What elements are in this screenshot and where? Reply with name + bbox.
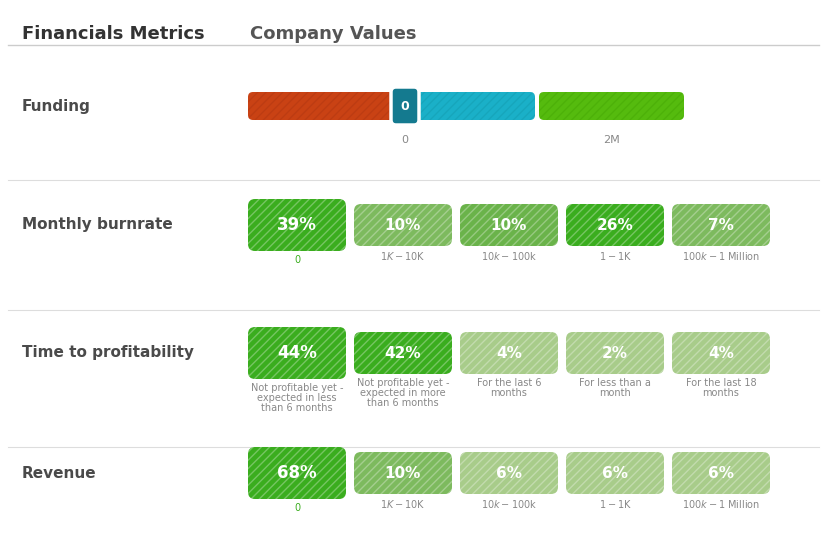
FancyBboxPatch shape — [672, 204, 770, 246]
Text: 44%: 44% — [277, 344, 317, 362]
Text: 2%: 2% — [602, 346, 628, 361]
Text: $10k-$100k: $10k-$100k — [480, 498, 538, 510]
Text: Not profitable yet -: Not profitable yet - — [356, 378, 449, 388]
Text: Revenue: Revenue — [22, 465, 97, 480]
FancyBboxPatch shape — [460, 452, 558, 494]
FancyBboxPatch shape — [566, 204, 664, 246]
Text: months: months — [490, 388, 528, 398]
FancyBboxPatch shape — [248, 199, 346, 251]
Text: $1K - $10K: $1K - $10K — [380, 250, 426, 262]
Text: For the last 6: For the last 6 — [476, 378, 541, 388]
Text: Monthly burnrate: Monthly burnrate — [22, 218, 173, 233]
Text: 0: 0 — [294, 255, 300, 265]
Text: than 6 months: than 6 months — [261, 403, 332, 413]
FancyBboxPatch shape — [566, 452, 664, 494]
FancyBboxPatch shape — [248, 92, 403, 120]
Text: 26%: 26% — [596, 218, 633, 233]
Text: Financials Metrics: Financials Metrics — [22, 25, 204, 43]
Text: Time to profitability: Time to profitability — [22, 346, 194, 361]
Text: $1-$1K: $1-$1K — [599, 250, 632, 262]
Text: 7%: 7% — [708, 218, 734, 233]
FancyBboxPatch shape — [672, 332, 770, 374]
FancyBboxPatch shape — [248, 327, 346, 379]
Text: $10k-$100k: $10k-$100k — [480, 250, 538, 262]
FancyBboxPatch shape — [566, 332, 664, 374]
Text: 0: 0 — [294, 503, 300, 513]
FancyBboxPatch shape — [460, 332, 558, 374]
Text: 0: 0 — [401, 135, 409, 145]
Text: months: months — [703, 388, 739, 398]
Text: $100k-$1 Million: $100k-$1 Million — [682, 250, 760, 262]
FancyBboxPatch shape — [391, 87, 419, 125]
Text: expected in more: expected in more — [361, 388, 446, 398]
FancyBboxPatch shape — [460, 204, 558, 246]
Text: 10%: 10% — [385, 465, 421, 480]
Text: 10%: 10% — [490, 218, 527, 233]
Text: 42%: 42% — [385, 346, 421, 361]
Text: 4%: 4% — [496, 346, 522, 361]
FancyBboxPatch shape — [672, 452, 770, 494]
Text: For less than a: For less than a — [579, 378, 651, 388]
Text: expected in less: expected in less — [257, 393, 337, 403]
Text: than 6 months: than 6 months — [367, 398, 439, 408]
Text: Company Values: Company Values — [250, 25, 417, 43]
FancyBboxPatch shape — [354, 204, 452, 246]
Text: 39%: 39% — [277, 216, 317, 234]
FancyBboxPatch shape — [354, 452, 452, 494]
Text: $1K - $10K: $1K - $10K — [380, 498, 426, 510]
FancyBboxPatch shape — [354, 332, 452, 374]
Text: Not profitable yet -: Not profitable yet - — [251, 383, 343, 393]
Text: month: month — [599, 388, 631, 398]
Text: 4%: 4% — [708, 346, 734, 361]
Text: 6%: 6% — [496, 465, 522, 480]
FancyBboxPatch shape — [248, 447, 346, 499]
FancyBboxPatch shape — [407, 92, 535, 120]
Text: 6%: 6% — [602, 465, 628, 480]
Text: 10%: 10% — [385, 218, 421, 233]
Text: Funding: Funding — [22, 98, 91, 113]
Text: 0: 0 — [400, 100, 409, 112]
FancyBboxPatch shape — [539, 92, 684, 120]
Text: For the last 18: For the last 18 — [686, 378, 757, 388]
Text: 68%: 68% — [277, 464, 317, 482]
Text: $100k-$1 Million: $100k-$1 Million — [682, 498, 760, 510]
Text: 2M: 2M — [603, 135, 620, 145]
Text: $1-$1K: $1-$1K — [599, 498, 632, 510]
Text: 6%: 6% — [708, 465, 734, 480]
